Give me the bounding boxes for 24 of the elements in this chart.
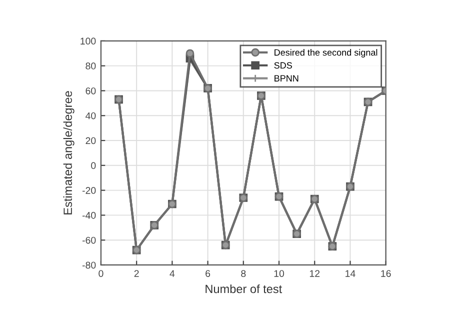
y-tick-label: 20 xyxy=(86,137,96,144)
legend-label: SDS xyxy=(274,62,292,69)
legend-label: BPNN xyxy=(274,75,298,82)
x-tick-label: 16 xyxy=(381,270,391,277)
x-tick-label: 8 xyxy=(241,270,246,277)
legend-label: Desired the second signal xyxy=(274,49,378,58)
y-tick-label: -40 xyxy=(82,212,96,219)
y-tick-label: 0 xyxy=(91,162,96,170)
y-tick-label: 80 xyxy=(86,62,96,70)
x-axis-title: Number of test xyxy=(206,284,282,294)
y-tick-label: 40 xyxy=(86,112,96,120)
y-tick-label: -60 xyxy=(82,236,96,244)
x-tick-label: 12 xyxy=(310,270,320,277)
y-axis-title: Estimated angle/degree xyxy=(63,91,74,214)
x-tick-label: 0 xyxy=(98,270,104,277)
y-tick-label: 60 xyxy=(86,87,96,94)
x-tick-label: 4 xyxy=(170,270,175,277)
y-tick-label: -20 xyxy=(82,187,96,194)
x-tick-label: 14 xyxy=(346,270,356,277)
y-tick-label: -80 xyxy=(82,262,96,269)
x-tick-label: 2 xyxy=(134,270,139,277)
x-tick-label: 6 xyxy=(206,270,210,277)
y-tick-label: 100 xyxy=(80,38,96,45)
x-tick-label: 10 xyxy=(274,270,284,277)
